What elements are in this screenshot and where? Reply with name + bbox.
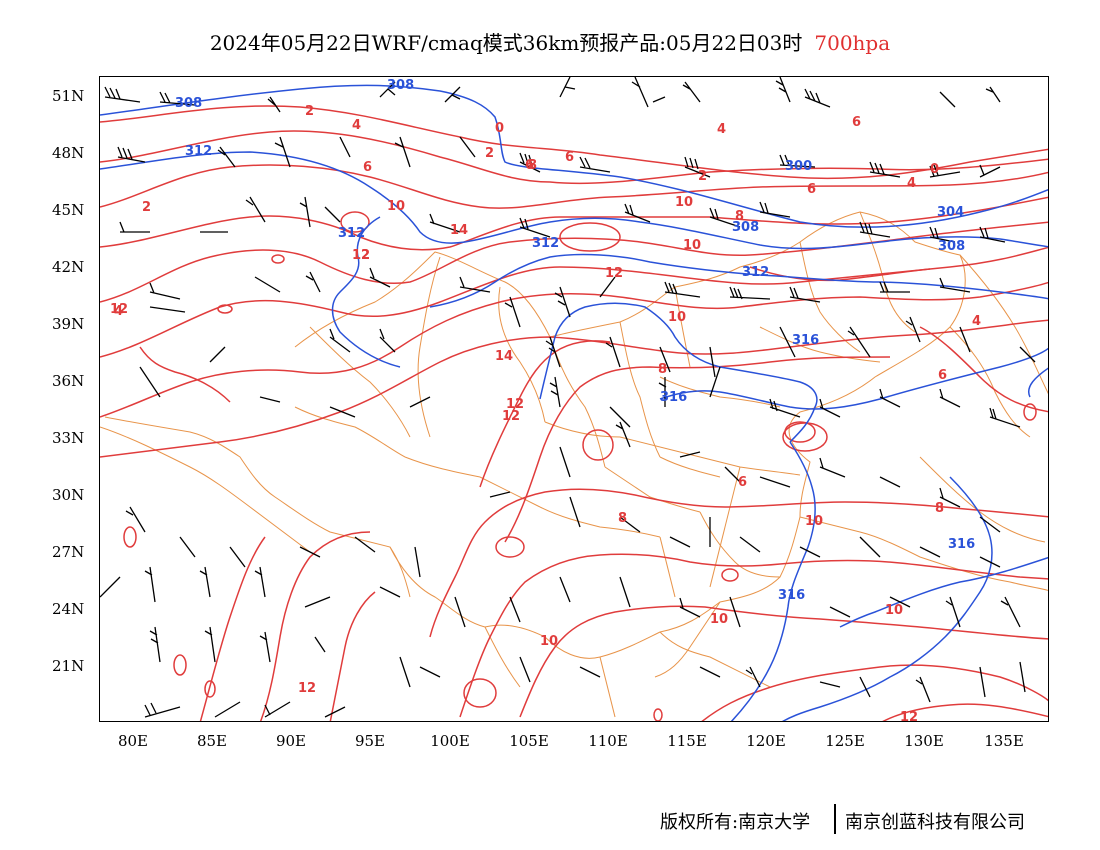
temperature-label: 6 <box>938 368 947 383</box>
lat-label: 24N <box>52 600 85 618</box>
temperature-label: 12 <box>900 710 918 722</box>
pressure-level-label: 700hpa <box>814 31 891 55</box>
map-frame: 2 4 6 0 6 2 6 10 4 2 6 8 10 6 4 2 8 0 12… <box>99 76 1049 722</box>
temperature-label: 12 <box>605 266 623 281</box>
height-label: 308 <box>938 239 965 254</box>
temperature-label: 4 <box>717 122 726 137</box>
height-label: 308 <box>387 78 414 93</box>
wind-barbs <box>100 77 1036 718</box>
height-label: 312 <box>532 236 559 251</box>
height-label: 312 <box>338 226 365 241</box>
temperature-isoline <box>100 105 1048 180</box>
temperature-label: 14 <box>495 349 513 364</box>
temperature-label: 6 <box>738 475 747 490</box>
lon-label: 110E <box>588 732 628 750</box>
height-isoline <box>100 84 1048 228</box>
height-label: 316 <box>660 390 687 405</box>
lon-label: 105E <box>509 732 549 750</box>
lat-label: 36N <box>52 372 85 390</box>
lat-label: 30N <box>52 486 85 504</box>
boundary-lines <box>100 211 1048 718</box>
lat-label: 39N <box>52 315 85 333</box>
map-title: 2024年05月22日WRF/cmaq模式36km预报产品:05月22日03时 7… <box>0 27 1100 56</box>
lon-label: 120E <box>746 732 786 750</box>
copyright-text: 版权所有:南京大学 <box>660 812 811 833</box>
company-text: 南京创蓝科技有限公司 <box>845 812 1025 833</box>
height-label: 312 <box>742 265 769 280</box>
temperature-label: 6 <box>807 182 816 197</box>
temperature-label: 10 <box>710 612 728 627</box>
temperature-label: 10 <box>540 634 558 649</box>
temperature-label: 10 <box>387 199 405 214</box>
temperature-label: 0 <box>495 121 504 136</box>
height-labels: 308 308 312 300 304 312 308 312 308 312 … <box>175 78 975 603</box>
lon-label: 90E <box>275 732 307 750</box>
wind-barb <box>104 86 141 103</box>
temperature-label: 2 <box>698 169 707 184</box>
temperature-labels: 2 4 6 0 6 2 6 10 4 2 6 8 10 6 4 2 8 0 12… <box>110 104 981 722</box>
temperature-label: 8 <box>935 501 944 516</box>
temperature-label: 4 <box>972 314 981 329</box>
weather-map: 2 4 6 0 6 2 6 10 4 2 6 8 10 6 4 2 8 0 12… <box>100 77 1048 722</box>
temperature-label: 10 <box>675 195 693 210</box>
temperature-label: 12 <box>502 409 520 424</box>
lon-label: 80E <box>117 732 149 750</box>
height-label: 316 <box>792 333 819 348</box>
footer-divider <box>834 804 836 834</box>
lat-label: 51N <box>52 87 85 105</box>
lat-label: 42N <box>52 258 85 276</box>
temperature-label: 4 <box>352 118 361 133</box>
height-label: 316 <box>948 537 975 552</box>
lon-label: 95E <box>354 732 386 750</box>
temperature-label: 10 <box>668 310 686 325</box>
title-text: 2024年05月22日WRF/cmaq模式36km预报产品:05月22日03时 <box>209 31 803 55</box>
temperature-label: 8 <box>658 362 667 377</box>
temperature-label: 0 <box>930 162 939 177</box>
height-label: 312 <box>185 144 212 159</box>
temperature-label: 8 <box>528 158 537 173</box>
lon-label: 125E <box>825 732 865 750</box>
temperature-label: 8 <box>735 209 744 224</box>
lon-label: 85E <box>196 732 228 750</box>
lat-label: 27N <box>52 543 85 561</box>
temperature-label: 12 <box>110 302 128 317</box>
temperature-label: 2 <box>305 104 314 119</box>
china-border <box>104 211 966 659</box>
temperature-label: 12 <box>506 397 524 412</box>
temperature-label: 10 <box>885 603 903 618</box>
temperature-label: 12 <box>298 681 316 696</box>
temperature-contours <box>100 105 1048 721</box>
lon-label: 115E <box>667 732 707 750</box>
lat-label: 33N <box>52 429 85 447</box>
temperature-label: 10 <box>683 238 701 253</box>
height-label: 300 <box>785 159 812 174</box>
temperature-label: 2 <box>142 200 151 215</box>
height-label: 308 <box>175 96 202 111</box>
temperature-label: 14 <box>450 223 468 238</box>
lon-label: 100E <box>430 732 470 750</box>
height-label: 316 <box>778 588 805 603</box>
temperature-label: 4 <box>114 304 123 319</box>
height-label: 308 <box>732 220 759 235</box>
height-label: 304 <box>937 205 964 220</box>
temperature-label: 10 <box>805 514 823 529</box>
height-contours <box>100 84 1048 721</box>
temperature-label: 6 <box>363 160 372 175</box>
lon-label: 135E <box>984 732 1024 750</box>
temperature-label: 6 <box>852 115 861 130</box>
temperature-label: 6 <box>525 158 534 173</box>
lat-label: 48N <box>52 144 85 162</box>
temperature-label: 8 <box>618 511 627 526</box>
temperature-label: 2 <box>485 146 494 161</box>
lon-label: 130E <box>904 732 944 750</box>
temperature-label: 12 <box>352 248 370 263</box>
lat-label: 45N <box>52 201 85 219</box>
temperature-label: 4 <box>907 176 916 191</box>
lat-label: 21N <box>52 657 85 675</box>
temperature-label: 12 <box>352 248 370 263</box>
temperature-label: 6 <box>565 150 574 165</box>
